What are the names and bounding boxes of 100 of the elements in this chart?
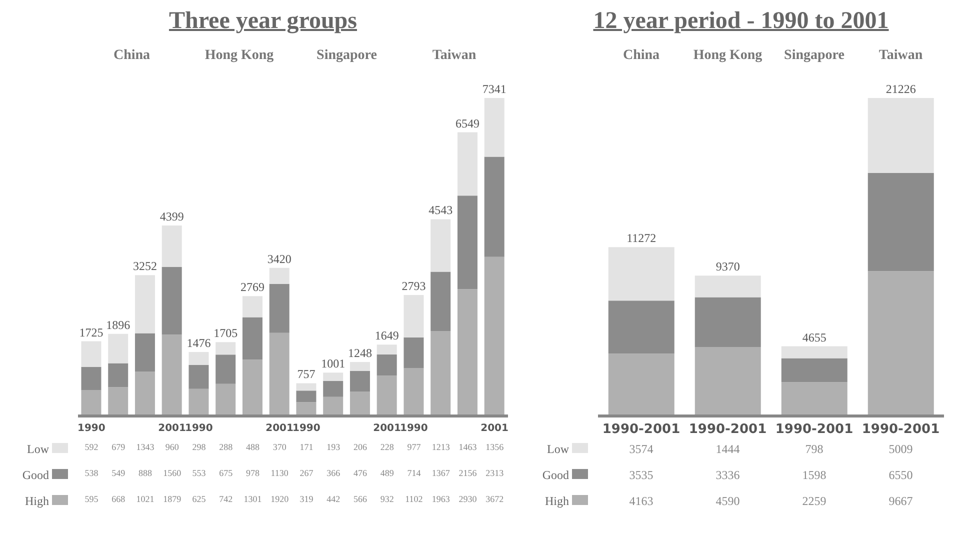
data-label: 298 [191, 442, 207, 452]
bar [484, 156, 504, 257]
bar [134, 372, 155, 416]
x-tick-label: 1990-2001 [862, 422, 940, 438]
bar [404, 295, 424, 338]
bar [430, 272, 451, 331]
bar [81, 390, 102, 416]
data-label: 538 [84, 468, 100, 478]
total-label: 21226 [886, 82, 916, 96]
bar [404, 368, 424, 416]
bar [81, 341, 102, 367]
data-label: 2930 [458, 494, 478, 504]
bar [81, 366, 102, 390]
data-label: 1920 [270, 494, 290, 504]
bar [162, 334, 182, 416]
bar [350, 370, 370, 392]
data-label: 3672 [484, 494, 505, 504]
bar [216, 342, 236, 355]
bar [242, 296, 262, 318]
bar [430, 219, 451, 272]
bar [323, 396, 344, 416]
bar [269, 268, 290, 284]
data-label: 193 [326, 442, 342, 452]
total-label: 3252 [132, 259, 157, 274]
bar [430, 330, 451, 416]
data-label: 476 [352, 468, 368, 478]
data-label: 592 [84, 442, 100, 452]
total-label: 4655 [802, 330, 826, 344]
data-label: 489 [379, 468, 395, 478]
total-label: 1476 [186, 336, 211, 350]
data-label: 742 [218, 494, 234, 504]
bar [350, 391, 370, 416]
total-label: 1705 [214, 326, 238, 340]
text: Taiwan [431, 48, 478, 64]
data-label: 1963 [430, 494, 451, 504]
data-label: 1130 [270, 468, 290, 478]
x-tick-label: 2001 [373, 423, 402, 434]
data-label: 888 [137, 468, 153, 478]
bar [323, 372, 344, 381]
data-label: 1356 [484, 442, 505, 452]
data-label: 3535 [628, 468, 654, 483]
legend-label: Good [541, 468, 570, 483]
legend-label: High [24, 494, 50, 509]
text: Hong Kong [693, 48, 762, 63]
x-tick-label: 1990-2001 [688, 422, 767, 438]
bar [694, 347, 761, 416]
text: Hong Kong [204, 48, 275, 64]
total-label: 9370 [716, 260, 740, 274]
data-label: 595 [84, 494, 100, 504]
total-label: 2793 [402, 279, 426, 294]
data-label: 549 [110, 468, 126, 478]
data-label: 1213 [430, 442, 451, 452]
x-tick-label: 1990 [185, 423, 213, 434]
total-label: 6549 [455, 116, 480, 130]
data-label: 1598 [801, 468, 828, 483]
data-label: 2259 [801, 494, 828, 509]
legend-label: Low [546, 442, 570, 457]
data-label: 3336 [714, 468, 741, 483]
bar [608, 354, 674, 416]
data-label: 1021 [135, 494, 156, 504]
x-tick-label: 2001 [158, 423, 186, 434]
bar [296, 383, 316, 391]
data-label: 978 [244, 468, 260, 478]
text: China [112, 48, 152, 64]
x-tick-label: 1990 [400, 423, 428, 434]
data-label: 1444 [714, 442, 741, 457]
data-label: 319 [298, 494, 314, 504]
data-label: 977 [406, 442, 422, 452]
bar [108, 387, 128, 416]
data-label: 370 [272, 442, 288, 452]
bar [162, 267, 182, 335]
bar [296, 390, 316, 402]
data-label: 668 [110, 494, 126, 504]
data-label: 679 [110, 442, 126, 452]
bar [868, 271, 934, 416]
data-label: 267 [298, 468, 314, 478]
bar [484, 98, 504, 157]
data-label: 4590 [714, 494, 741, 509]
data-label: 6550 [888, 468, 914, 483]
total-label: 2769 [240, 280, 264, 294]
text: China [622, 48, 660, 63]
total-label: 4543 [428, 203, 453, 218]
bar [242, 360, 262, 416]
bar [404, 337, 424, 368]
text: Taiwan [878, 48, 923, 63]
x-tick-label: 1990-2001 [602, 422, 680, 438]
bar [457, 132, 478, 196]
chart-title: Three year groups [168, 8, 358, 36]
bar [868, 173, 934, 272]
data-label: 206 [352, 442, 368, 452]
bar [781, 382, 848, 416]
bar [108, 363, 128, 388]
data-label: 625 [191, 494, 207, 504]
bar [457, 196, 478, 290]
data-label: 3574 [628, 442, 654, 457]
bar [608, 300, 674, 354]
bar [868, 98, 934, 174]
data-label: 442 [326, 494, 342, 504]
data-label: 1560 [162, 468, 182, 478]
data-label: 553 [191, 468, 207, 478]
